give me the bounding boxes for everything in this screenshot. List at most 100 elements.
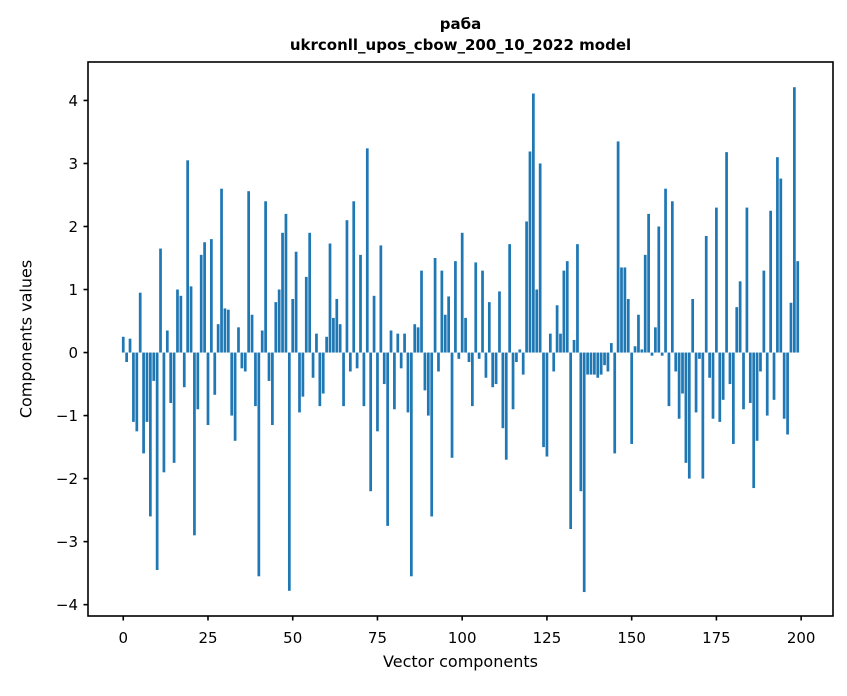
bar	[704, 235, 708, 353]
bar	[294, 251, 298, 353]
x-axis-label: Vector components	[383, 652, 538, 671]
bar	[626, 298, 630, 353]
bar	[145, 352, 149, 422]
bar	[620, 267, 623, 353]
bar	[369, 352, 373, 492]
bar	[555, 305, 559, 353]
bar	[694, 352, 698, 413]
y-tick-label: 2	[68, 218, 78, 236]
bar	[640, 349, 644, 353]
bar	[182, 352, 186, 388]
bar	[318, 352, 322, 407]
bar	[386, 352, 389, 526]
bar	[267, 352, 271, 381]
bar	[413, 324, 417, 353]
bar	[745, 207, 749, 353]
bar	[559, 333, 562, 353]
bar	[786, 352, 789, 435]
bar	[274, 302, 278, 353]
bar	[528, 151, 532, 353]
plot-spines	[87, 61, 834, 617]
bar	[637, 314, 640, 353]
bar	[589, 352, 593, 375]
bar	[352, 201, 356, 353]
bar	[257, 352, 261, 577]
bar	[782, 352, 786, 419]
bar	[355, 352, 359, 369]
bar	[721, 352, 725, 400]
bar	[247, 191, 251, 353]
bar	[779, 178, 783, 353]
bar	[654, 327, 657, 353]
bar	[532, 93, 535, 353]
bar	[464, 317, 467, 353]
bar	[650, 352, 654, 356]
bar	[359, 254, 362, 353]
y-tick-label: −4	[56, 596, 78, 614]
bar	[630, 352, 634, 444]
bar	[189, 286, 193, 353]
bar	[437, 352, 440, 372]
bar	[393, 352, 396, 410]
y-tick-label: −3	[56, 533, 78, 551]
bar	[752, 352, 756, 489]
bar	[271, 352, 274, 426]
bar	[284, 213, 288, 353]
plot-border	[87, 61, 834, 617]
bar	[521, 352, 525, 375]
bar	[176, 289, 179, 353]
bar	[606, 352, 610, 372]
bar	[342, 352, 345, 407]
x-tick-label: 200	[787, 629, 816, 647]
bar	[338, 324, 342, 353]
bar	[474, 262, 478, 353]
bar	[518, 349, 522, 353]
bar	[565, 261, 569, 353]
bar	[396, 333, 400, 353]
bar	[226, 309, 230, 353]
bar	[169, 352, 173, 403]
bar	[308, 232, 312, 353]
bar	[250, 314, 254, 353]
bar	[796, 261, 800, 353]
bar	[769, 210, 772, 353]
bar	[379, 245, 383, 353]
bar	[335, 298, 339, 353]
bar	[135, 352, 139, 432]
bar	[311, 352, 315, 378]
x-tick-label: 125	[533, 629, 562, 647]
bar	[440, 270, 444, 353]
axis-ticks-group: 0 25 50 75 100 125 150 175 200 4 3 2 1 0 −1 −2 −3 −4	[56, 92, 816, 647]
bar	[399, 352, 403, 369]
bar	[501, 352, 505, 429]
bar	[579, 352, 583, 492]
bar	[260, 330, 264, 353]
bar	[372, 295, 376, 353]
bar	[593, 352, 596, 375]
bar	[304, 276, 308, 353]
bar	[582, 352, 586, 593]
bar	[132, 352, 135, 422]
chart-title: раба	[439, 15, 482, 33]
chart-subtitle: ukrconll_upos_cbow_200_10_2022 model	[289, 36, 632, 54]
bar	[793, 87, 796, 353]
y-tick-label: 0	[68, 344, 78, 362]
bar	[460, 232, 464, 353]
bar	[569, 352, 573, 530]
bar	[776, 157, 779, 353]
x-tick-label: 0	[118, 629, 128, 647]
x-tick-label: 100	[448, 629, 477, 647]
bar	[443, 314, 447, 353]
bar	[545, 352, 549, 457]
bar	[728, 352, 732, 385]
bar	[328, 243, 332, 353]
y-tick-label: 1	[68, 281, 78, 299]
bar	[691, 298, 695, 353]
x-tick-label: 25	[198, 629, 217, 647]
bar	[423, 352, 427, 391]
bar	[216, 324, 220, 353]
bar	[426, 352, 430, 416]
bar	[348, 352, 352, 372]
bar	[772, 352, 776, 400]
